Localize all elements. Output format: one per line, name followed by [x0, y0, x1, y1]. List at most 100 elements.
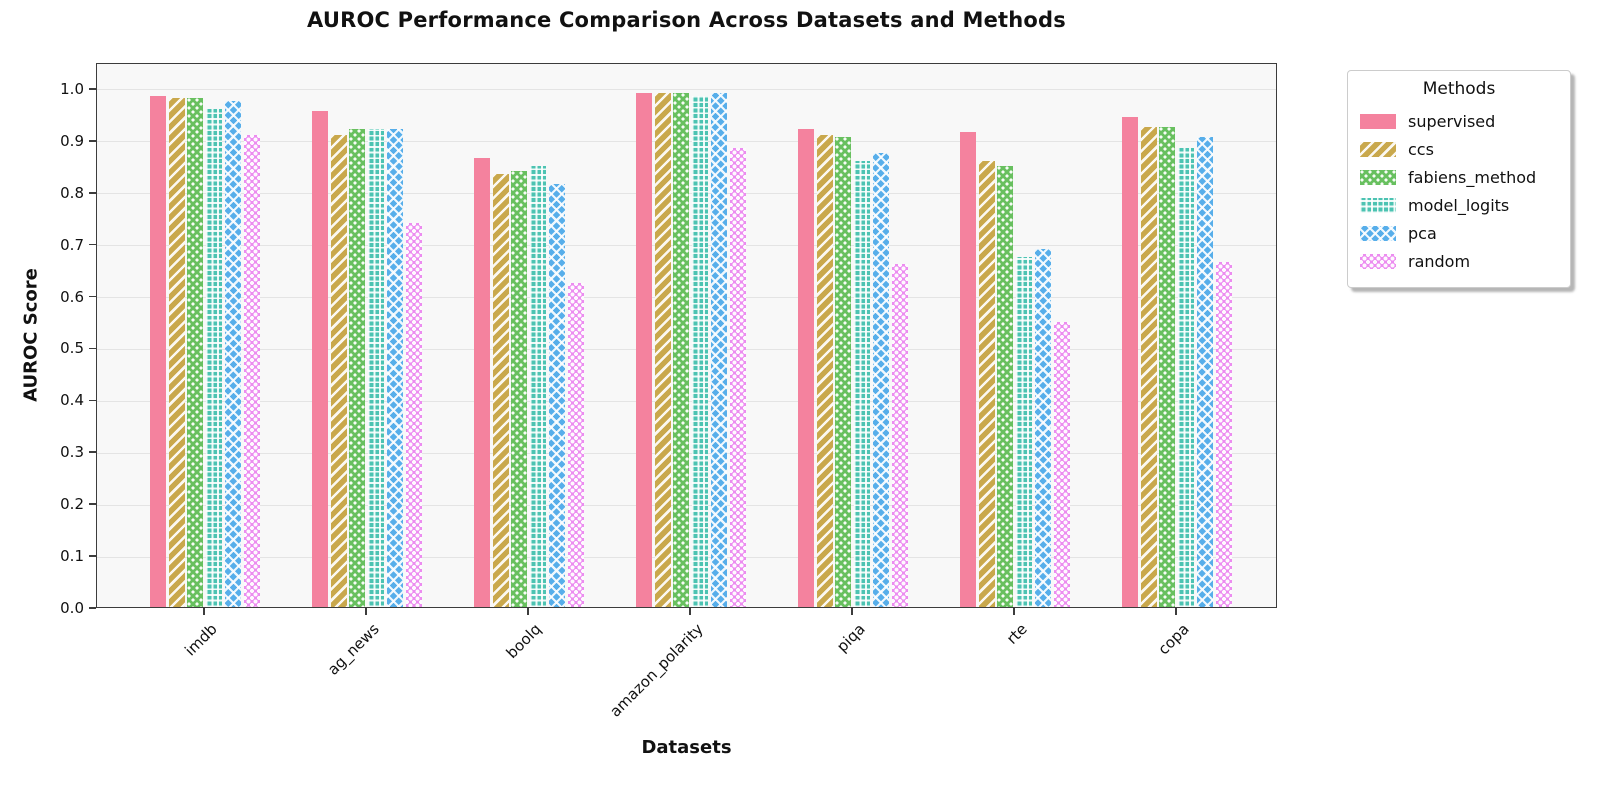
- legend-item-ccs: ccs: [1360, 135, 1558, 163]
- y-tick-label-0.7: 0.7: [60, 235, 84, 254]
- x-tick-label-piqa: piqa: [832, 620, 869, 656]
- bar-ccs-boolq: [492, 173, 509, 607]
- y-axis-title: AUROC Score: [20, 268, 42, 402]
- bar-ccs-rte: [978, 160, 995, 607]
- bar-supervised-rte: [960, 132, 976, 607]
- bar-random-piqa: [891, 264, 908, 607]
- bar-pca-copa: [1196, 137, 1213, 607]
- y-tick-label-0.3: 0.3: [60, 443, 84, 462]
- bar-fabiens_method-boolq: [511, 171, 528, 607]
- bar-fabiens_method-ag_news: [349, 129, 366, 607]
- x-tick-label-imdb: imdb: [181, 620, 221, 660]
- y-tick-mark: [89, 140, 96, 142]
- bar-fabiens_method-piqa: [835, 137, 852, 607]
- x-tick-mark: [688, 608, 691, 615]
- bar-ccs-copa: [1140, 126, 1157, 607]
- legend-item-supervised: supervised: [1360, 107, 1558, 135]
- bar-model_logits-rte: [1016, 256, 1033, 607]
- bar-random-imdb: [243, 134, 260, 607]
- legend-label-fabiens_method: fabiens_method: [1408, 167, 1537, 187]
- legend-swatch-model_logits: [1360, 197, 1396, 213]
- legend-label-random: random: [1408, 251, 1471, 271]
- bar-supervised-boolq: [474, 158, 490, 607]
- x-tick-mark: [364, 608, 367, 615]
- legend-title: Methods: [1422, 79, 1496, 99]
- legend-swatch-pca: [1360, 225, 1396, 241]
- bar-model_logits-ag_news: [368, 129, 385, 607]
- legend-label-ccs: ccs: [1408, 139, 1434, 159]
- bar-pca-imdb: [224, 100, 241, 607]
- y-tick-mark: [89, 191, 96, 194]
- bar-pca-piqa: [872, 152, 889, 607]
- bar-model_logits-piqa: [854, 160, 871, 607]
- y-tick-label-1.0: 1.0: [60, 79, 84, 98]
- x-tick-mark: [202, 608, 205, 615]
- bar-random-ag_news: [405, 222, 422, 607]
- x-tick-label-ag_news: ag_news: [323, 620, 383, 679]
- bar-pca-ag_news: [386, 129, 403, 607]
- y-tick-mark: [89, 243, 96, 246]
- legend-swatch-fabiens_method: [1360, 169, 1396, 185]
- bar-ccs-imdb: [168, 98, 185, 607]
- y-tick-label-0.2: 0.2: [60, 495, 84, 514]
- y-tick-label-0.1: 0.1: [60, 547, 84, 566]
- x-tick-mark: [1012, 608, 1015, 615]
- legend-item-pca: pca: [1360, 219, 1558, 247]
- bar-ccs-amazon_polarity: [654, 93, 671, 607]
- x-tick-label-boolq: boolq: [502, 620, 545, 663]
- bar-fabiens_method-copa: [1159, 126, 1176, 607]
- y-tick-mark: [89, 399, 96, 402]
- bar-supervised-amazon_polarity: [636, 93, 652, 607]
- bar-random-amazon_polarity: [729, 147, 746, 607]
- bar-ccs-ag_news: [330, 134, 347, 607]
- plot-area: [96, 63, 1277, 608]
- legend-item-fabiens_method: fabiens_method: [1360, 163, 1558, 191]
- bar-random-copa: [1215, 261, 1232, 607]
- x-tick-label-rte: rte: [1002, 620, 1031, 648]
- legend-swatch-random: [1360, 253, 1396, 269]
- bar-pca-boolq: [548, 183, 565, 607]
- x-tick-mark: [526, 608, 529, 615]
- y-tick-label-0.6: 0.6: [60, 287, 84, 306]
- y-tick-mark: [89, 295, 96, 298]
- y-tick-label-0.5: 0.5: [60, 339, 84, 358]
- bar-model_logits-imdb: [206, 108, 223, 607]
- gridline-y-1.0: [97, 89, 1276, 91]
- y-tick-mark: [89, 607, 96, 609]
- bar-model_logits-amazon_polarity: [692, 95, 709, 607]
- x-tick-mark: [850, 608, 853, 615]
- bar-fabiens_method-amazon_polarity: [673, 93, 690, 607]
- legend-label-pca: pca: [1408, 223, 1437, 243]
- y-tick-mark: [89, 347, 96, 350]
- y-tick-label-0.9: 0.9: [60, 131, 84, 150]
- x-tick-label-copa: copa: [1154, 620, 1193, 659]
- bar-random-rte: [1053, 321, 1070, 607]
- legend-label-model_logits: model_logits: [1408, 195, 1510, 215]
- bar-fabiens_method-rte: [997, 165, 1014, 607]
- bar-supervised-piqa: [798, 129, 814, 607]
- bar-ccs-piqa: [816, 134, 833, 607]
- y-tick-mark: [89, 555, 96, 557]
- bar-supervised-copa: [1122, 116, 1138, 607]
- legend-label-supervised: supervised: [1408, 111, 1496, 131]
- bar-pca-amazon_polarity: [710, 93, 727, 607]
- y-tick-label-0.8: 0.8: [60, 183, 84, 202]
- x-axis-title: Datasets: [641, 737, 732, 758]
- y-tick-mark: [89, 451, 96, 454]
- bar-model_logits-copa: [1178, 147, 1195, 607]
- bar-supervised-imdb: [150, 95, 166, 607]
- bar-supervised-ag_news: [312, 111, 328, 607]
- y-tick-label-0.4: 0.4: [60, 391, 84, 410]
- bar-fabiens_method-imdb: [187, 98, 204, 607]
- bar-random-boolq: [567, 282, 584, 607]
- x-tick-label-amazon_polarity: amazon_polarity: [605, 620, 707, 721]
- bar-model_logits-boolq: [530, 165, 547, 607]
- y-tick-mark: [89, 503, 96, 505]
- legend-item-random: random: [1360, 247, 1558, 275]
- bar-pca-rte: [1034, 248, 1051, 607]
- y-tick-label-0.0: 0.0: [60, 599, 84, 617]
- y-tick-mark: [89, 88, 96, 90]
